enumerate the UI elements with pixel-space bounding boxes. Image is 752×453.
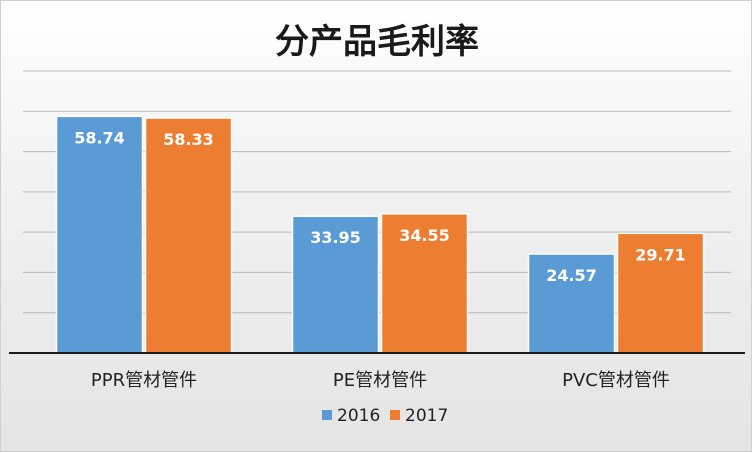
bar-2016-2	[527, 253, 616, 354]
legend-label-2017: 2017	[405, 406, 448, 426]
legend-swatch-2016	[322, 410, 332, 420]
data-label-2016-2: 24.57	[546, 266, 597, 285]
legend-label-2016: 2016	[337, 406, 380, 426]
category-label-0: PPR管材管件	[91, 370, 197, 391]
chart-title: 分产品毛利率	[275, 22, 479, 62]
bar-2017-1	[380, 213, 469, 354]
data-label-2016-0: 58.74	[74, 128, 125, 147]
data-label-2016-1: 33.95	[310, 228, 361, 247]
legend: 2016 2017	[322, 406, 448, 426]
bar-2017-0	[144, 117, 233, 354]
data-label-2017-1: 34.55	[399, 226, 450, 245]
bars-group	[55, 115, 705, 354]
category-label-2: PVC管材管件	[562, 370, 670, 391]
data-labels-group: 58.74 58.33 33.95 34.55 24.57 29.71	[74, 128, 686, 285]
legend-swatch-2017	[390, 410, 400, 420]
data-label-2017-2: 29.71	[635, 245, 686, 264]
bar-2016-1	[291, 215, 380, 354]
category-labels-group: PPR管材管件 PE管材管件 PVC管材管件	[91, 370, 670, 391]
bar-2017-2	[616, 232, 705, 354]
bar-2016-0	[55, 115, 144, 354]
category-label-1: PE管材管件	[333, 370, 427, 391]
data-label-2017-0: 58.33	[163, 130, 214, 149]
